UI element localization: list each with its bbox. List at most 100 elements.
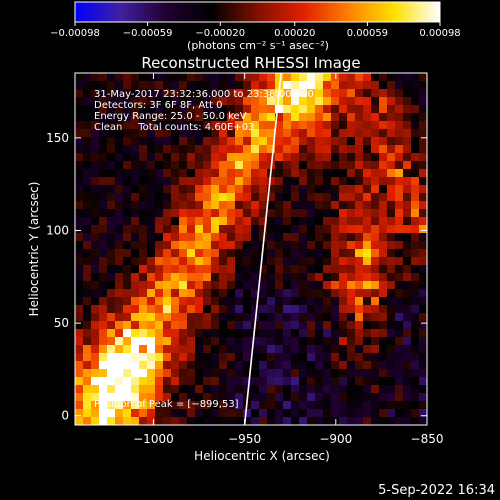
heatmap-cell [227,233,236,242]
heatmap-cell [235,257,244,266]
heatmap-cell [419,353,427,362]
heatmap-cell [195,81,204,90]
heatmap-cell [243,329,252,338]
heatmap-cell [355,273,364,282]
heatmap-cell [179,281,188,290]
heatmap-cell [195,401,204,410]
heatmap-cell [123,153,132,162]
heatmap-cell [107,377,116,386]
heatmap-cell [379,169,388,178]
heatmap-cell [227,185,236,194]
heatmap-cell [371,329,380,338]
heatmap-cell [131,321,140,330]
heatmap-cell [379,417,388,425]
heatmap-cell [75,321,84,330]
heatmap-cell [203,361,212,370]
heatmap-cell [155,201,164,210]
heatmap-cell [403,393,412,402]
heatmap-cell [251,393,260,402]
heatmap-cell [395,105,404,114]
heatmap-cell [403,177,412,186]
heatmap-cell [235,233,244,242]
heatmap-cell [107,113,116,122]
heatmap-cell [379,257,388,266]
heatmap-cell [91,97,100,106]
heatmap-cell [363,89,372,98]
heatmap-cell [83,233,92,242]
heatmap-cell [403,105,412,114]
heatmap-cell [307,145,316,154]
heatmap-cell [219,329,228,338]
heatmap-cell [219,73,228,82]
heatmap-cell [251,177,260,186]
heatmap-cell [179,81,188,90]
heatmap-cell [139,121,148,130]
heatmap-cell [323,153,332,162]
heatmap-cell [387,153,396,162]
heatmap-cell [363,105,372,114]
heatmap-cell [211,321,220,330]
heatmap-cell [91,337,100,346]
heatmap-cell [139,273,148,282]
heatmap-cell [307,345,316,354]
heatmap-cell [211,193,220,202]
heatmap-cell [403,321,412,330]
heatmap-cell [419,377,427,386]
heatmap-cell [115,345,124,354]
heatmap-cell [267,289,276,298]
heatmap-cell [219,145,228,154]
heatmap-cell [91,289,100,298]
heatmap-cell [235,73,244,82]
heatmap-cell [211,353,220,362]
heatmap-cell [171,97,180,106]
heatmap-cell [419,337,427,346]
heatmap-cell [107,129,116,138]
heatmap-cell [155,121,164,130]
heatmap-cell [371,361,380,370]
heatmap-cell [411,329,420,338]
heatmap-cell [139,225,148,234]
heatmap-cell [403,353,412,362]
heatmap-cell [275,177,284,186]
heatmap-cell [203,177,212,186]
heatmap-cell [419,225,427,234]
heatmap-cell [371,217,380,226]
heatmap-cell [307,185,316,194]
heatmap-cell [107,225,116,234]
heatmap-cell [347,385,356,394]
heatmap-cell [371,281,380,290]
heatmap-cell [219,345,228,354]
heatmap-cell [203,273,212,282]
heatmap-cell [291,321,300,330]
heatmap-cell [251,73,260,82]
heatmap-cell [419,201,427,210]
heatmap-cell [323,385,332,394]
heatmap-cell [155,185,164,194]
heatmap-cell [187,409,196,418]
heatmap-cell [187,417,196,425]
heatmap-cell [75,337,84,346]
heatmap-cell [219,265,228,274]
heatmap-cell [395,193,404,202]
heatmap-cell [379,329,388,338]
heatmap-cell [251,257,260,266]
y-tick-label: 0 [61,409,69,423]
heatmap-cell [227,225,236,234]
heatmap-cell [139,417,148,425]
heatmap-cell [251,209,260,218]
heatmap-cell [331,369,340,378]
heatmap-cell [243,377,252,386]
heatmap-cell [307,89,316,98]
heatmap-cell [187,401,196,410]
heatmap-cell [267,185,276,194]
heatmap-cell [363,417,372,425]
heatmap-cell [347,233,356,242]
heatmap-cell [331,89,340,98]
heatmap-cell [331,137,340,146]
heatmap-cell [235,129,244,138]
heatmap-cell [275,265,284,274]
heatmap-cell [83,409,92,418]
heatmap-cell [91,241,100,250]
heatmap-cell [299,305,308,314]
heatmap-cell [219,153,228,162]
